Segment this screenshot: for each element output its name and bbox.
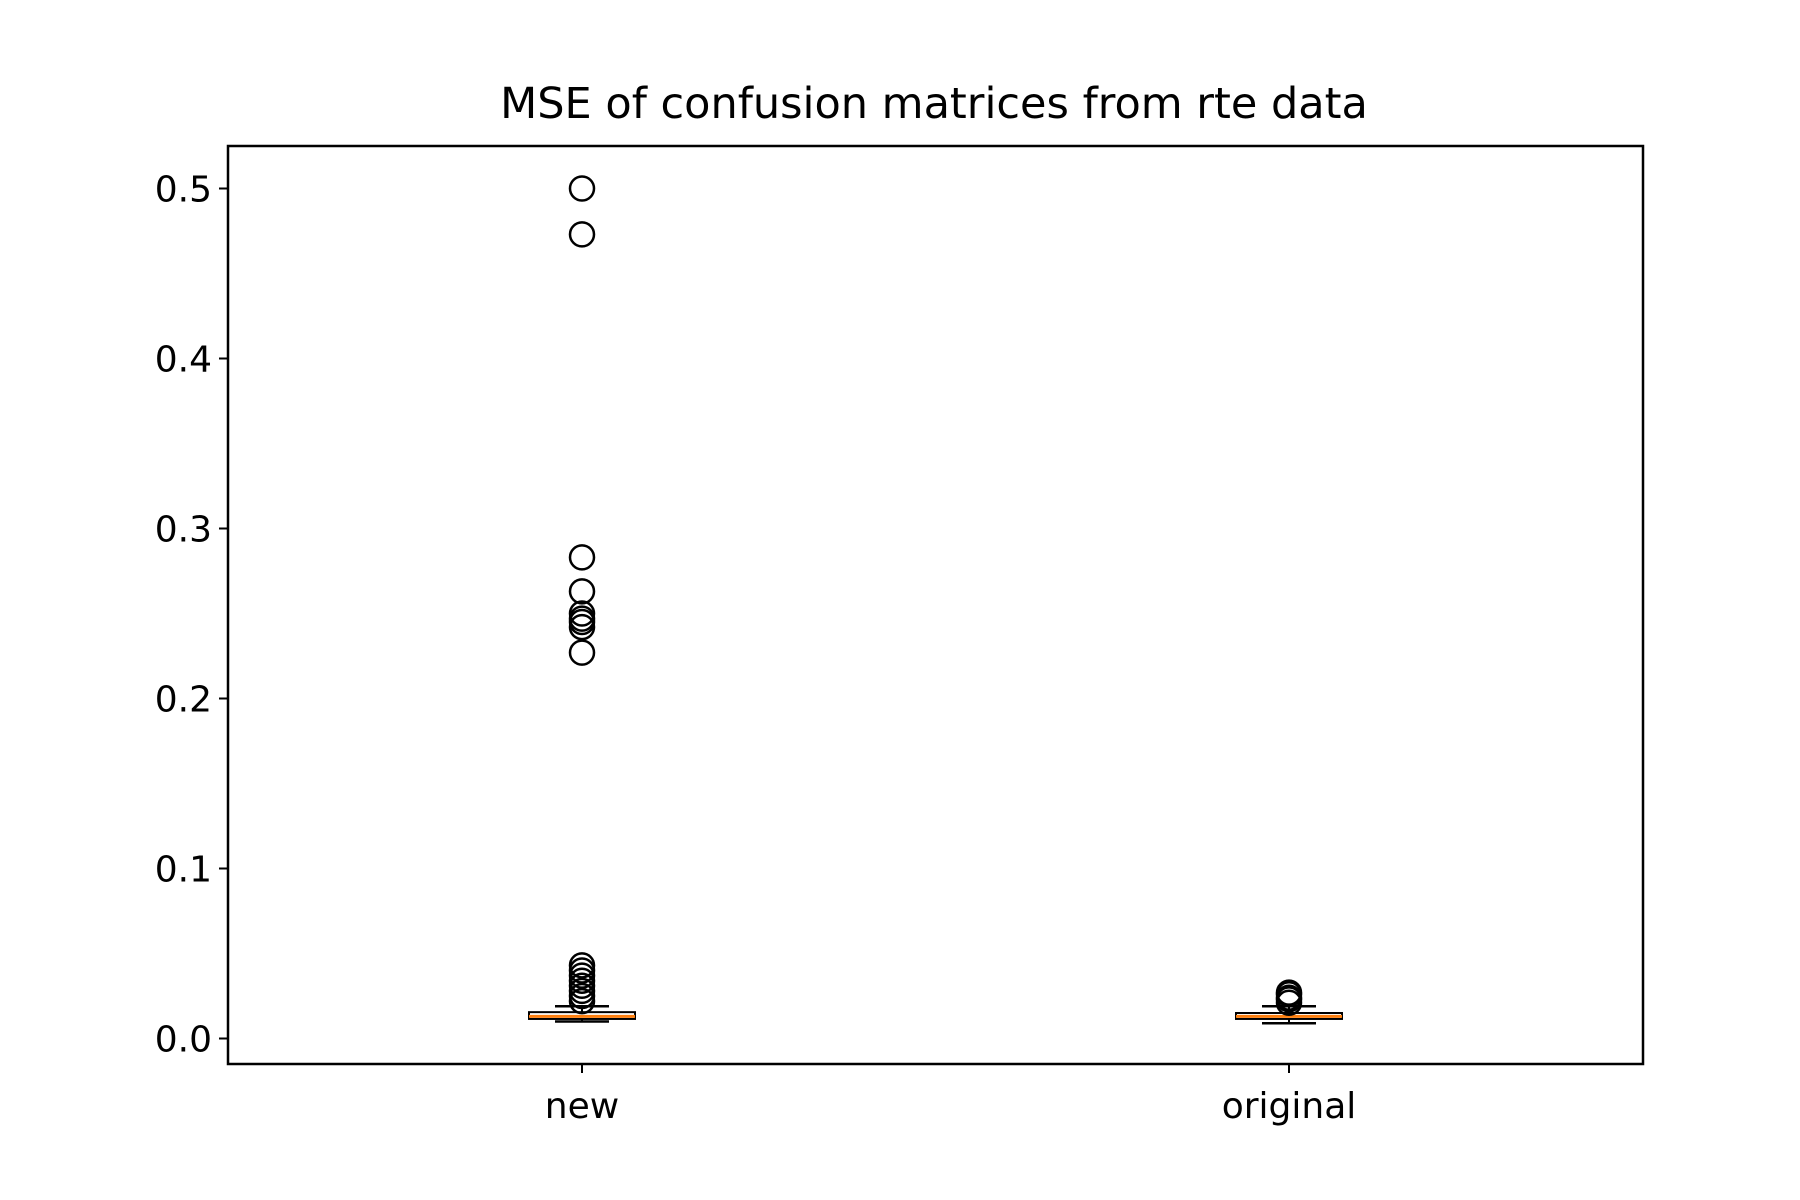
y-tick-label: 0.3	[155, 510, 212, 551]
outlier-point	[568, 578, 596, 605]
x-tick-label: original	[1222, 1086, 1357, 1127]
box-group-original	[1235, 979, 1343, 1025]
y-tick-label: 0.5	[155, 170, 212, 211]
x-tick-label: new	[545, 1086, 619, 1127]
axes-frame	[226, 144, 1645, 1066]
y-tick-label: 0.0	[155, 1020, 212, 1061]
outlier-point	[568, 175, 596, 202]
y-tick-label: 0.2	[155, 680, 212, 721]
outlier-point	[1275, 989, 1303, 1017]
plot-area	[528, 175, 1343, 1025]
box-group-new	[528, 175, 636, 1023]
outlier-point	[568, 221, 596, 248]
outlier-point	[568, 639, 596, 666]
chart-title: MSE of confusion matrices from rte data	[500, 79, 1368, 129]
outlier-point	[568, 987, 596, 1015]
y-tick-label: 0.1	[155, 850, 212, 891]
outlier-point	[568, 544, 596, 571]
outlier-point	[568, 613, 596, 641]
axes: 0.0 0.1 0.2 0.3 0.4 0.5 new original	[155, 170, 1357, 1128]
y-tick-label: 0.4	[155, 340, 212, 381]
